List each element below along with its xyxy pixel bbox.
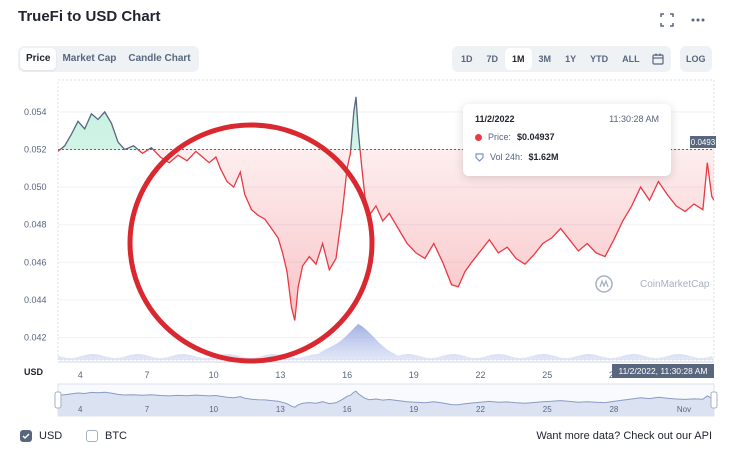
tooltip-price-value: $0.04937 <box>517 132 555 142</box>
navigator-end-label: Nov <box>677 405 691 414</box>
y-tick-label: 0.046 <box>24 257 47 267</box>
y-axis-labels: 0.042 0.044 0.046 0.048 0.050 0.052 0.054 <box>24 107 47 343</box>
x-tick-label: 22 <box>476 370 486 380</box>
x-tick-label: 25 <box>542 370 552 380</box>
navigator-line <box>57 390 715 408</box>
x-tick-label: 10 <box>209 370 219 380</box>
tooltip-time: 11:30:28 AM <box>609 114 659 124</box>
range-7d[interactable]: 7D <box>486 54 499 64</box>
price-tooltip: 11/2/2022 11:30:28 AM Price: $0.04937 Vo… <box>463 104 671 176</box>
navigator-tick-label: 7 <box>145 405 150 414</box>
chart-footer: USD BTC Want more data? Check out our AP… <box>0 430 730 450</box>
volume-area <box>58 323 714 360</box>
cursor-date-label: 11/2/2022, 11:30:28 AM <box>618 366 707 376</box>
y-tick-label: 0.044 <box>24 295 47 305</box>
price-chart: 0.042 0.044 0.046 0.048 0.050 0.052 0.054 Coin… <box>24 79 718 417</box>
log-scale-button[interactable]: LOG <box>680 46 712 72</box>
navigator-tick-label: 22 <box>476 405 485 414</box>
range-1d[interactable]: 1D <box>461 54 473 64</box>
navigator-area <box>58 391 714 416</box>
navigator-handle <box>54 391 62 409</box>
tooltip-vol-label: Vol 24h: <box>490 152 523 162</box>
volume-shield-icon <box>475 152 484 162</box>
y-tick-label: 0.042 <box>24 332 47 342</box>
coinmarketcap-logo-icon <box>595 275 613 293</box>
time-range-selector: 1D 7D 1M 3M 1Y YTD ALL <box>452 46 671 72</box>
tab-price[interactable]: Price <box>20 48 57 70</box>
y-tick-label: 0.048 <box>24 220 47 230</box>
tooltip-price-label: Price: <box>488 132 512 142</box>
range-ytd[interactable]: YTD <box>590 54 609 64</box>
tab-candle-chart[interactable]: Candle Chart <box>128 53 191 64</box>
x-tick-label: 16 <box>342 370 352 380</box>
price-line-below <box>58 149 714 321</box>
x-tick-label: 7 <box>144 370 149 380</box>
tooltip-volume-row: Vol 24h: $1.62M <box>475 152 559 162</box>
range-1m[interactable]: 1M <box>505 48 532 70</box>
current-price-label: 0.0493 <box>691 138 716 147</box>
volume-bars <box>58 323 714 360</box>
watermark: CoinMarketCap <box>640 279 710 290</box>
navigator-tick-label: 4 <box>78 405 83 414</box>
tooltip-vol-value: $1.62M <box>528 152 559 162</box>
cursor-date-tag: 11/2/2022, 11:30:28 AM <box>612 364 714 378</box>
checkbox-checked-icon <box>20 430 32 442</box>
price-series <box>58 96 714 321</box>
api-link[interactable]: Want more data? Check out our API <box>536 430 712 442</box>
tooltip-date: 11/2/2022 <box>475 114 515 124</box>
y-tick-label: 0.052 <box>24 145 47 155</box>
range-navigator[interactable]: 4 7 10 13 16 19 22 25 28 Nov <box>54 383 718 417</box>
price-line-above <box>59 96 361 150</box>
range-3m[interactable]: 3M <box>538 54 552 64</box>
x-tick-label: 4 <box>78 370 83 380</box>
btc-label: BTC <box>105 430 127 442</box>
navigator-tick-label: 10 <box>209 405 218 414</box>
navigator-tick-label: 25 <box>543 405 552 414</box>
x-tick-label: 19 <box>409 370 419 380</box>
navigator-tick-label: 19 <box>409 405 418 414</box>
x-tick-label: 13 <box>275 370 285 380</box>
checkbox-unchecked-icon <box>86 430 98 442</box>
annotation-circle <box>127 122 375 364</box>
chart-type-tabs: Price Market Cap Candle Chart <box>18 46 199 72</box>
navigator-tick-label: 28 <box>609 405 618 414</box>
current-price-tag: 0.0493 <box>690 136 716 148</box>
more-horizontal-icon[interactable] <box>690 13 706 27</box>
navigator-tick-label: 16 <box>343 405 352 414</box>
y-tick-label: 0.050 <box>24 182 47 192</box>
navigator-tick-label: 13 <box>276 405 285 414</box>
btc-checkbox[interactable]: BTC <box>86 430 127 442</box>
range-1y[interactable]: 1Y <box>565 54 577 64</box>
currency-axis-label: USD <box>24 367 44 377</box>
usd-checkbox[interactable]: USD <box>20 430 62 442</box>
navigator-handle <box>710 391 718 409</box>
tab-market-cap[interactable]: Market Cap <box>62 53 117 64</box>
price-dot-icon <box>475 133 482 141</box>
usd-label: USD <box>39 430 63 442</box>
chart-title: TrueFi to USD Chart <box>18 8 161 25</box>
y-tick-label: 0.054 <box>24 107 47 117</box>
expand-icon[interactable] <box>660 13 674 27</box>
calendar-icon[interactable] <box>647 48 669 70</box>
price-area-below <box>58 149 714 321</box>
range-all[interactable]: ALL <box>622 54 640 64</box>
tooltip-price-row: Price: $0.04937 <box>475 132 555 142</box>
